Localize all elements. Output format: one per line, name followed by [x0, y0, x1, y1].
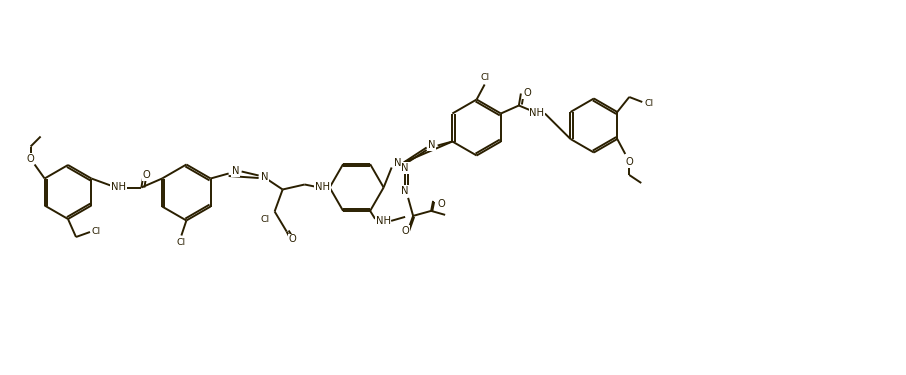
Text: O: O — [625, 157, 633, 167]
Text: NH: NH — [376, 216, 390, 226]
Text: N: N — [401, 186, 409, 196]
Text: NH: NH — [529, 108, 545, 118]
Text: O: O — [438, 199, 445, 209]
Text: Cl: Cl — [480, 73, 489, 82]
Text: Cl: Cl — [177, 238, 186, 247]
Text: Cl: Cl — [645, 99, 654, 108]
Text: Cl: Cl — [92, 228, 101, 237]
Text: NH: NH — [111, 183, 126, 192]
Text: O: O — [142, 171, 150, 180]
Text: N: N — [401, 163, 409, 173]
Text: O: O — [289, 234, 296, 244]
Text: O: O — [401, 226, 409, 236]
Text: O: O — [523, 88, 531, 99]
Text: N: N — [261, 172, 268, 183]
Text: Cl: Cl — [260, 215, 269, 224]
Text: NH: NH — [315, 183, 330, 192]
Text: N: N — [232, 166, 239, 177]
Text: O: O — [27, 153, 34, 164]
Text: N: N — [394, 158, 401, 168]
Text: N: N — [428, 141, 436, 150]
